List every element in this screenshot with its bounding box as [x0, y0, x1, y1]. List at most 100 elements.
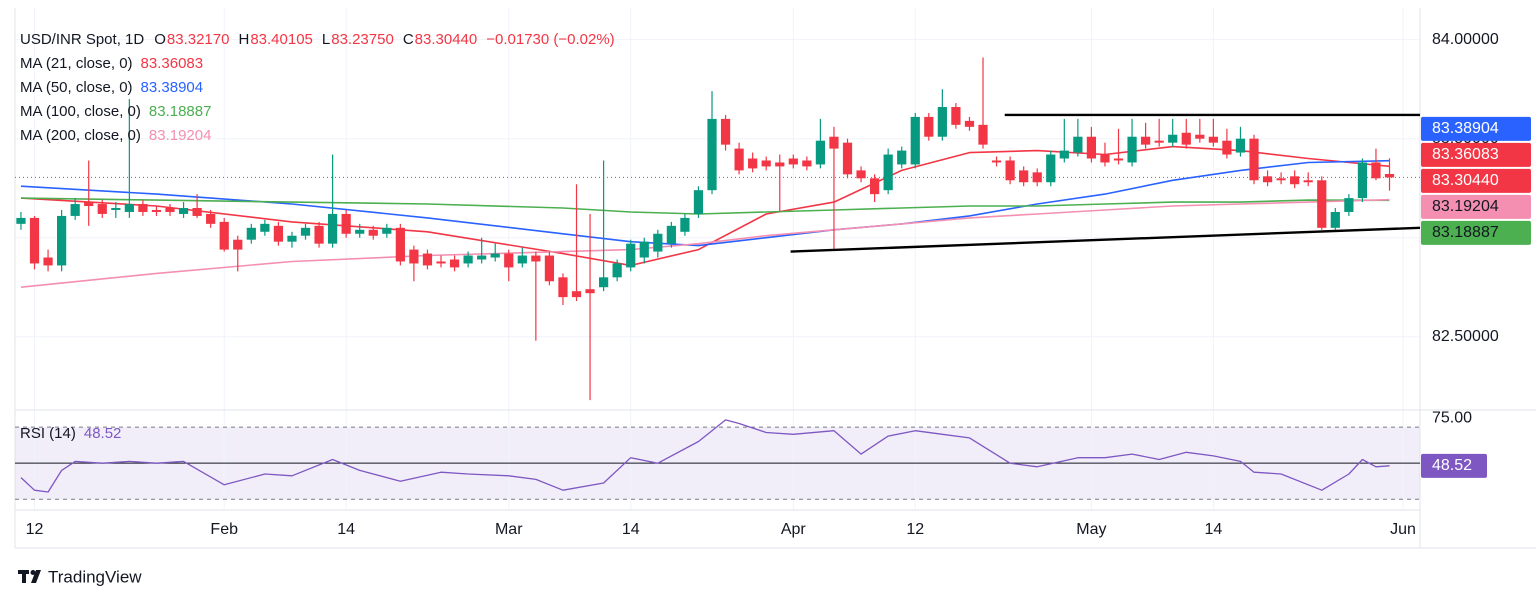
candle-body: [1262, 176, 1273, 183]
candle-body: [680, 217, 690, 232]
candle-body: [1222, 140, 1232, 155]
candle-body: [341, 213, 351, 234]
candle-body: [842, 142, 853, 175]
x-tick-label: Apr: [781, 521, 807, 538]
legend-change: −0.01730 (−0.02%): [486, 31, 614, 48]
price-tag: [1421, 116, 1531, 141]
price-tag-label: 83.30440: [1432, 172, 1499, 189]
candle-body: [16, 217, 26, 224]
candle-body: [260, 223, 270, 232]
candle-body: [124, 204, 134, 212]
candle-body: [1357, 162, 1368, 199]
candle-body: [1086, 136, 1097, 159]
legend-value: 83.40105: [250, 31, 313, 48]
candle-body: [964, 120, 975, 127]
candle-body: [1208, 136, 1218, 143]
rsi-tick-label: 75.00: [1432, 409, 1472, 426]
price-tag: [1421, 194, 1531, 219]
candle-body: [246, 227, 256, 240]
candle-body: [870, 178, 880, 195]
y-tick-label: 82.50000: [1432, 328, 1499, 345]
candle-body: [734, 148, 744, 171]
candle-body: [1384, 174, 1395, 178]
candle-body: [775, 162, 785, 167]
legend-key: O: [154, 31, 166, 48]
candle-body: [720, 118, 731, 145]
x-tick-label: 12: [26, 521, 44, 538]
candle-body: [1046, 154, 1056, 183]
candle-body: [1073, 136, 1083, 153]
candle-body: [382, 227, 392, 234]
candle-body: [395, 227, 405, 262]
candle-body: [273, 225, 284, 242]
rsi-tag: [1421, 453, 1487, 478]
candle-body: [897, 150, 907, 165]
candle-body: [1005, 160, 1015, 181]
price-tag: [1421, 220, 1531, 245]
candle-body: [748, 158, 758, 169]
x-tick-label: May: [1076, 521, 1106, 538]
candle-body: [856, 170, 866, 179]
candle-body: [937, 107, 947, 137]
candle-body: [368, 229, 378, 236]
candle-body: [328, 213, 338, 244]
candle-body: [1371, 162, 1381, 179]
x-tick-label: Jun: [1390, 521, 1416, 538]
candle-body: [544, 255, 555, 282]
legend-value: 83.30440: [415, 31, 478, 48]
candle-body: [57, 215, 67, 266]
candle-body: [1127, 136, 1137, 163]
candle-body: [165, 208, 175, 212]
candle-body: [463, 255, 473, 264]
candle-body: [924, 116, 934, 137]
candle-body: [1059, 150, 1069, 159]
candle-body: [761, 160, 771, 167]
candle-body: [978, 124, 988, 145]
candle-body: [1113, 158, 1124, 161]
candle-body: [1100, 154, 1110, 163]
legend-ma-value: 83.36083: [141, 55, 204, 72]
candle-body: [355, 229, 365, 234]
candle-body: [571, 291, 582, 298]
candle-body: [504, 253, 514, 268]
candle-body: [639, 241, 649, 258]
price-tag-label: 83.38904: [1432, 120, 1499, 137]
x-tick-label: 12: [906, 521, 924, 538]
candle-body: [883, 154, 893, 191]
legend-ma-name: MA (200, close, 0): [20, 127, 141, 144]
candle-body: [409, 249, 419, 264]
candle-body: [626, 243, 636, 268]
candle-body: [829, 136, 839, 149]
candle-body: [1235, 138, 1246, 153]
candle-body: [84, 202, 94, 207]
tradingview-logo: [18, 570, 41, 583]
candle-body: [1168, 134, 1178, 143]
candle-body: [490, 253, 500, 258]
candle-body: [477, 255, 487, 260]
candle-body: [97, 204, 107, 214]
x-tick-label: 14: [337, 521, 355, 538]
candle-body: [788, 158, 798, 165]
candle-body: [1290, 176, 1300, 185]
candle-body: [1141, 136, 1151, 145]
candle-body: [517, 255, 527, 264]
x-tick-label: 14: [1204, 521, 1222, 538]
candle-body: [178, 208, 189, 214]
candle-body: [693, 190, 704, 214]
legend-key: H: [238, 31, 249, 48]
price-tag: [1421, 142, 1531, 167]
candle-body: [558, 277, 568, 298]
candle-body: [1276, 178, 1286, 181]
price-tag-label: 83.19204: [1432, 198, 1499, 215]
candle-body: [653, 233, 663, 252]
rsi-tag-label: 48.52: [1432, 457, 1472, 474]
candle-body: [111, 208, 121, 210]
candle-body: [585, 289, 595, 294]
candle-body: [951, 107, 961, 125]
legend-ma-name: MA (21, close, 0): [20, 55, 133, 72]
x-tick-label: 14: [622, 521, 640, 538]
candle-body: [219, 221, 229, 250]
candle-body: [1303, 180, 1313, 183]
candle-body: [449, 259, 460, 268]
